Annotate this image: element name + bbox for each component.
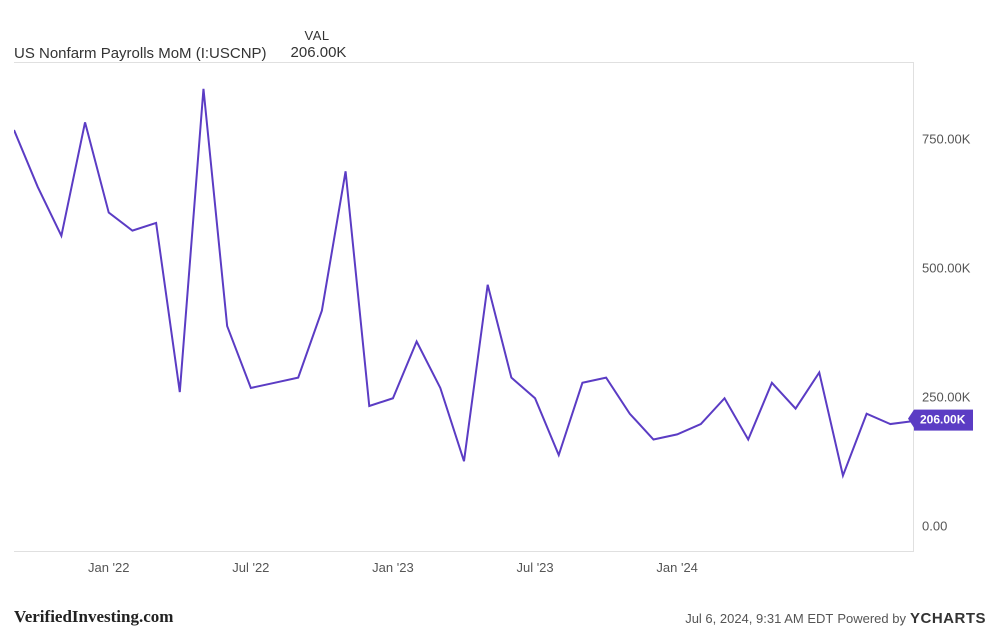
y-tick-label: 250.00K — [922, 390, 970, 405]
x-tick-label: Jan '24 — [656, 560, 698, 575]
line-chart-svg — [14, 63, 914, 553]
val-value: 206.00K — [291, 44, 347, 62]
value-block: VAL 206.00K — [291, 28, 347, 62]
ycharts-rest: CHARTS — [921, 610, 987, 627]
data-line — [14, 89, 914, 476]
y-tick-label: 500.00K — [922, 261, 970, 276]
end-value-label: 206.00K — [920, 413, 965, 427]
val-label: VAL — [305, 28, 330, 44]
powered-by-text: Powered by — [837, 611, 906, 626]
series-name: US Nonfarm Payrolls MoM (I:USCNP) — [14, 45, 267, 62]
ycharts-y: Y — [910, 610, 921, 627]
x-tick-label: Jan '23 — [372, 560, 414, 575]
chart-area: 0.00 250.00K 500.00K 750.00K Jan '22 Jul '22… — [14, 62, 986, 582]
chart-header: US Nonfarm Payrolls MoM (I:USCNP) VAL 20… — [14, 28, 346, 62]
x-tick-label: Jul '23 — [516, 560, 553, 575]
plot-frame — [14, 62, 914, 552]
y-tick-label: 750.00K — [922, 132, 970, 147]
x-tick-label: Jul '22 — [232, 560, 269, 575]
attribution-right: Jul 6, 2024, 9:31 AM EDT Powered by YCHA… — [685, 610, 986, 627]
y-tick-label: 0.00 — [922, 519, 947, 534]
end-value-flag: 206.00K — [914, 410, 973, 431]
attribution-left: VerifiedInvesting.com — [14, 607, 173, 627]
timestamp: Jul 6, 2024, 9:31 AM EDT — [685, 611, 833, 626]
x-tick-label: Jan '22 — [88, 560, 130, 575]
ycharts-logo: YCHARTS — [910, 610, 986, 627]
